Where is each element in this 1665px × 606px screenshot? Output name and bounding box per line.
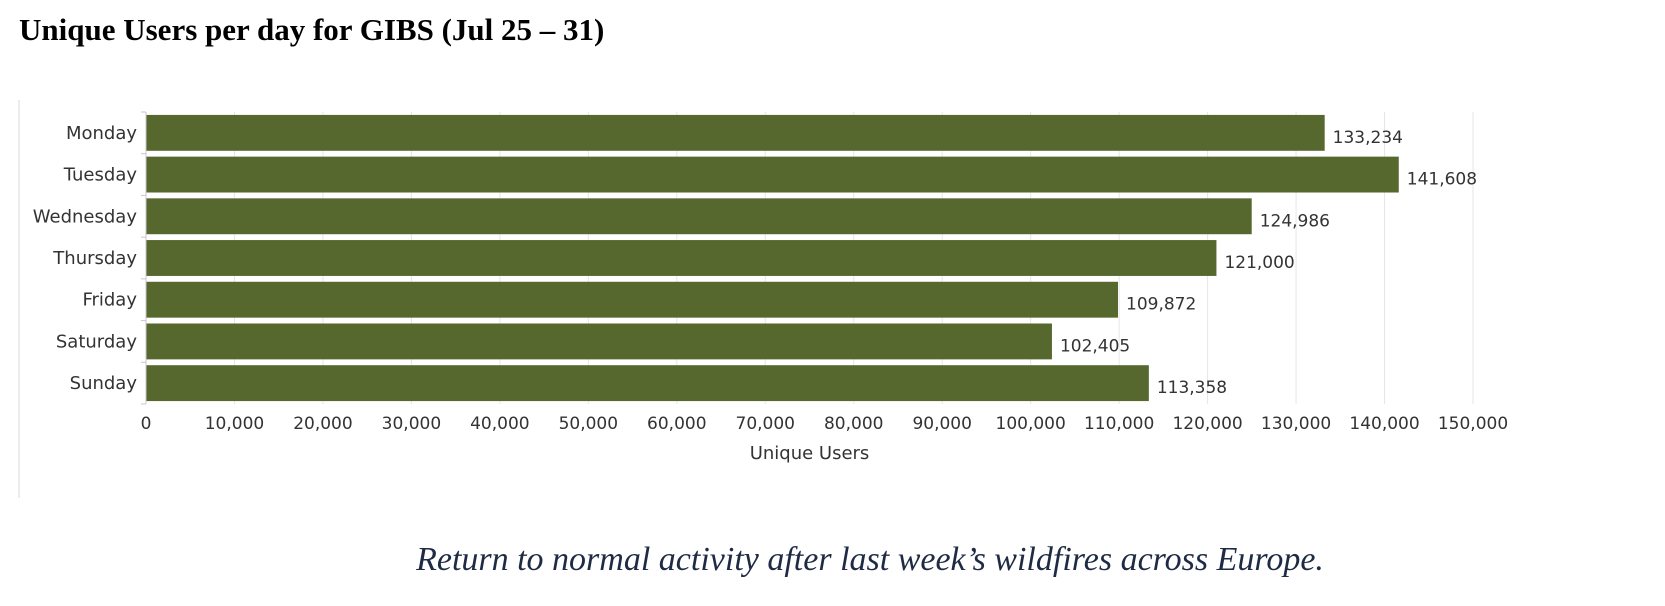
y-axis-labels: Monday Tuesday Wednesday Thursday Friday Satu… xyxy=(33,123,138,394)
x-tick-label: 0 xyxy=(141,414,152,434)
x-tick-label: 10,000 xyxy=(205,414,264,434)
page-title: Unique Users per day for GIBS (Jul 25 – … xyxy=(19,12,605,47)
x-tick-label: 140,000 xyxy=(1349,414,1419,434)
y-category-label: Sunday xyxy=(70,373,138,394)
x-tick-label: 120,000 xyxy=(1172,414,1242,434)
data-labels: 133,234 141,608 124,986 121,000 109,872 102,4… xyxy=(1060,128,1477,398)
data-label: 124,986 xyxy=(1260,211,1330,231)
data-label: 133,234 xyxy=(1333,128,1403,148)
data-label: 121,000 xyxy=(1224,253,1294,273)
x-tick-label: 90,000 xyxy=(912,414,971,434)
x-tick-label: 50,000 xyxy=(559,414,618,434)
bar xyxy=(146,281,1119,318)
x-tick-label: 30,000 xyxy=(382,414,441,434)
data-label: 113,358 xyxy=(1157,378,1227,398)
bars xyxy=(146,114,1399,402)
data-label: 102,405 xyxy=(1060,336,1130,356)
y-category-label: Wednesday xyxy=(33,206,138,227)
y-category-label: Thursday xyxy=(52,248,137,269)
x-tick-label: 100,000 xyxy=(996,414,1066,434)
bar xyxy=(146,198,1252,235)
x-axis-labels: 0 10,000 20,000 30,000 40,000 50,000 60,000 70,… xyxy=(141,414,1509,434)
x-tick-label: 40,000 xyxy=(470,414,529,434)
bar-chart: Monday Tuesday Wednesday Thursday Friday Satu… xyxy=(33,111,1509,464)
x-tick-label: 130,000 xyxy=(1261,414,1331,434)
data-label: 109,872 xyxy=(1126,295,1196,315)
x-axis-title: Unique Users xyxy=(750,443,870,464)
bar xyxy=(146,240,1217,276)
y-category-label: Friday xyxy=(82,290,137,311)
y-category-label: Monday xyxy=(66,123,137,144)
x-tick-label: 70,000 xyxy=(736,414,795,434)
data-label: 141,608 xyxy=(1407,170,1477,190)
x-tick-label: 150,000 xyxy=(1438,414,1508,434)
x-tick-label: 80,000 xyxy=(824,414,883,434)
y-category-label: Saturday xyxy=(56,331,137,352)
chart-panel: Monday Tuesday Wednesday Thursday Friday Satu… xyxy=(18,100,1630,498)
bar xyxy=(146,365,1149,402)
x-tick-label: 60,000 xyxy=(647,414,706,434)
caption: Return to normal activity after last wee… xyxy=(416,541,1324,578)
x-tick-label: 110,000 xyxy=(1084,414,1154,434)
bar xyxy=(146,156,1399,193)
x-tick-label: 20,000 xyxy=(293,414,352,434)
bar xyxy=(146,323,1052,360)
y-category-label: Tuesday xyxy=(63,165,138,186)
bar xyxy=(146,114,1325,151)
